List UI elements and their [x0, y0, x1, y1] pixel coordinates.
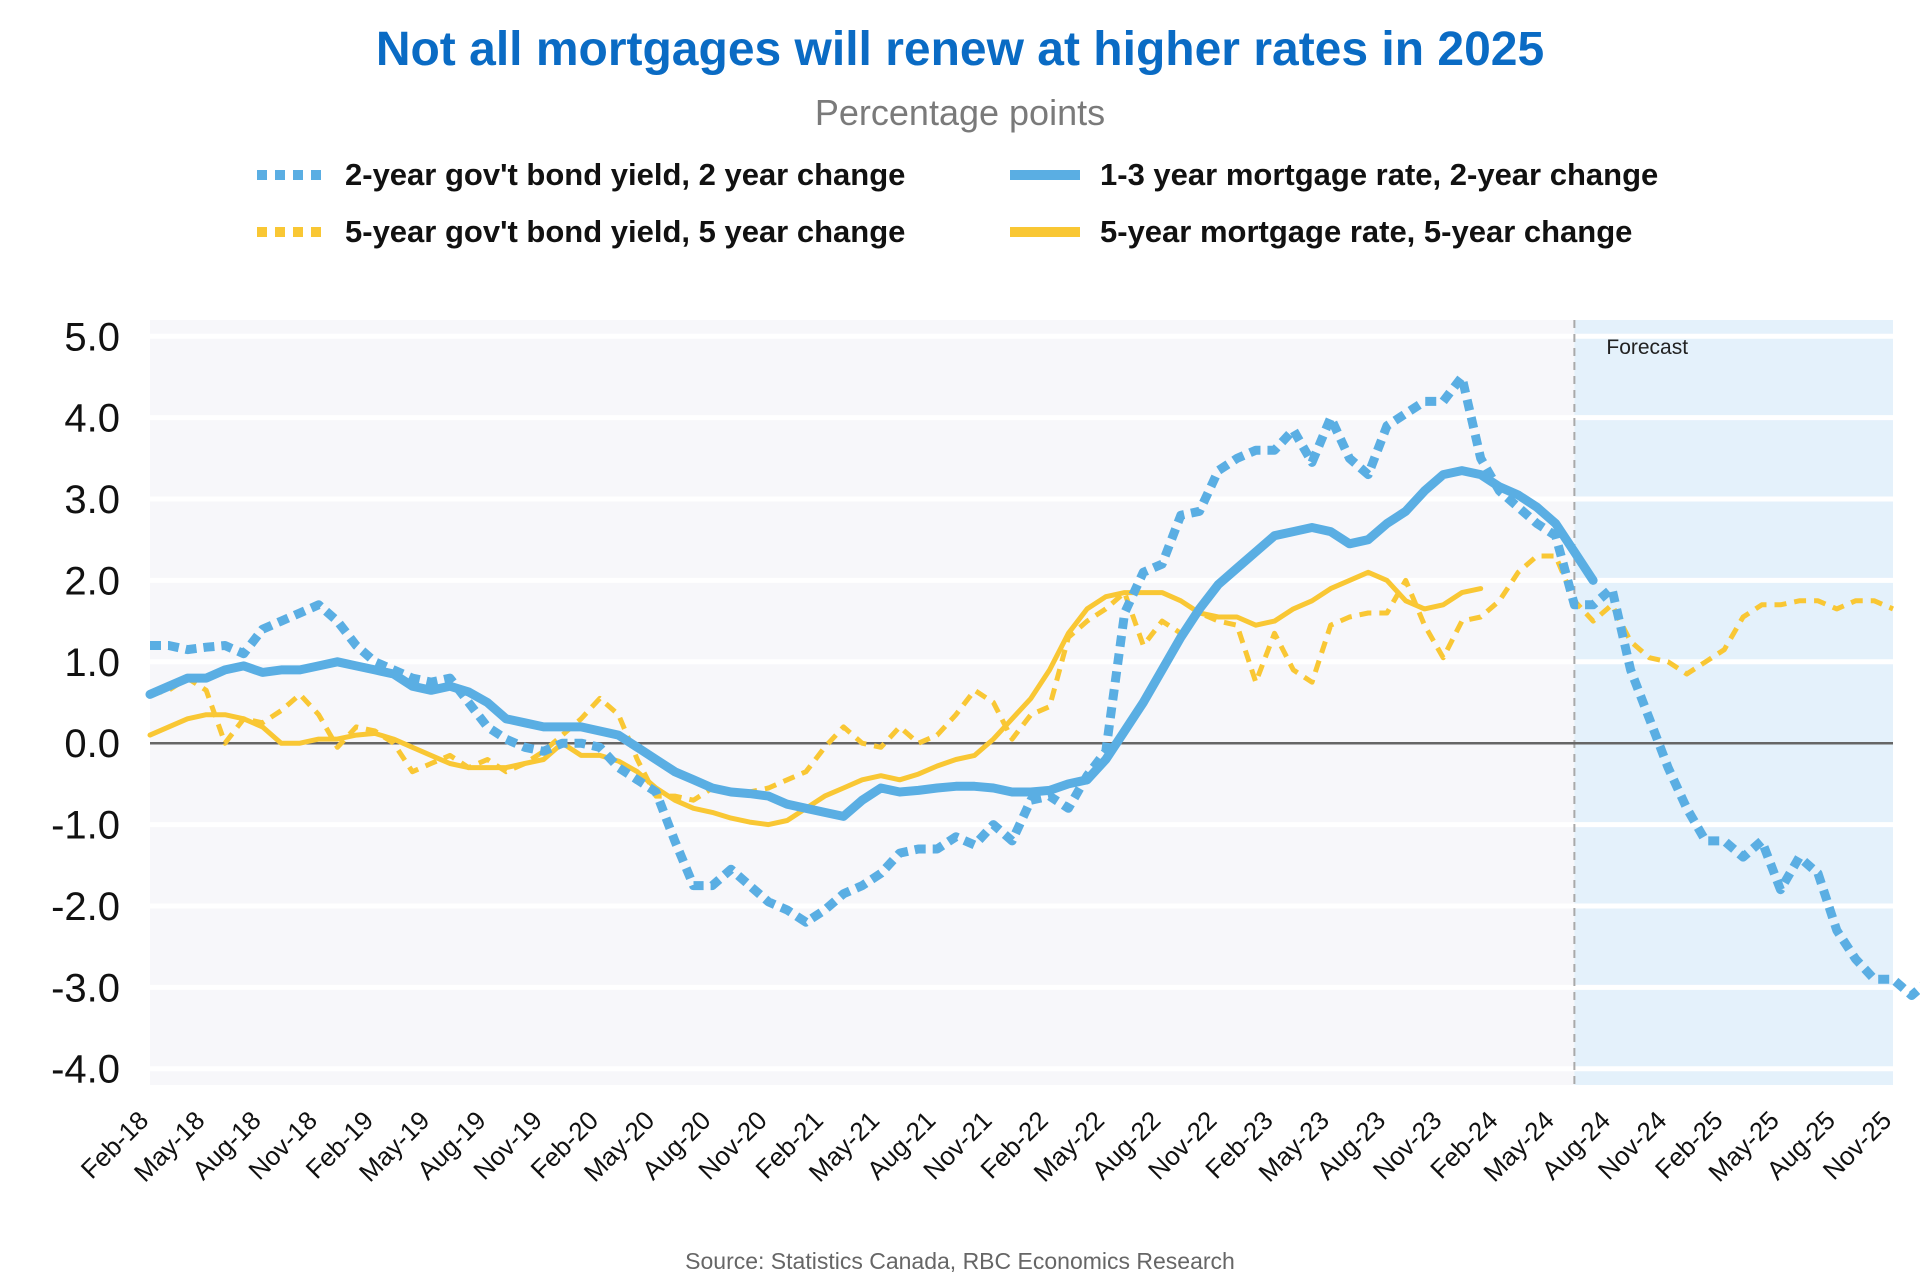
forecast-label: Forecast [1606, 336, 1688, 359]
y-tick-label: 4.0 [64, 397, 120, 441]
y-tick-label: 2.0 [64, 559, 120, 603]
legend-swatch-5yr-bond [257, 227, 323, 237]
y-tick-label: 5.0 [64, 315, 120, 359]
y-tick-label: -1.0 [51, 804, 120, 848]
y-tick-label: 3.0 [64, 478, 120, 522]
series-13yr-mortgage-line [145, 466, 1598, 821]
chart-title: Not all mortgages will renew at higher r… [375, 23, 1545, 76]
forecast-region [1574, 320, 1893, 1085]
chart-subtitle: Percentage points [814, 92, 1106, 133]
series-5yr-mortgage-line [147, 569, 1484, 828]
legend-label-5yr-bond: 5-year gov't bond yield, 5 year change [345, 214, 906, 249]
series-2yr-bond-line [150, 372, 1920, 1000]
y-tick-label: 1.0 [64, 641, 120, 685]
legend-swatch-13yr-mortgage [1010, 170, 1080, 180]
series-5yr-bond-line [149, 553, 1894, 803]
y-tick-label: -4.0 [51, 1048, 120, 1092]
y-tick-label: 0.0 [64, 722, 120, 766]
legend-label-2yr-bond: 2-year gov't bond yield, 2 year change [345, 157, 906, 192]
legend: 2-year gov't bond yield, 2 year change 1… [255, 150, 1755, 270]
legend-item-2yr-bond: 2-year gov't bond yield, 2 year change [255, 150, 905, 200]
y-tick-label: -2.0 [51, 885, 120, 929]
legend-item-5yr-bond: 5-year gov't bond yield, 5 year change [255, 207, 905, 257]
legend-item-5yr-mortgage: 5-year mortgage rate, 5-year change [1010, 207, 1632, 257]
legend-swatch-5yr-mortgage [1010, 227, 1080, 237]
y-tick-label: -3.0 [51, 966, 120, 1010]
legend-item-13yr-mortgage: 1-3 year mortgage rate, 2-year change [1010, 150, 1658, 200]
legend-label-5yr-mortgage: 5-year mortgage rate, 5-year change [1100, 214, 1633, 249]
legend-label-13yr-mortgage: 1-3 year mortgage rate, 2-year change [1100, 157, 1659, 192]
legend-swatch-2yr-bond [257, 170, 323, 180]
source-note: Source: Statistics Canada, RBC Economics… [685, 1248, 1235, 1274]
